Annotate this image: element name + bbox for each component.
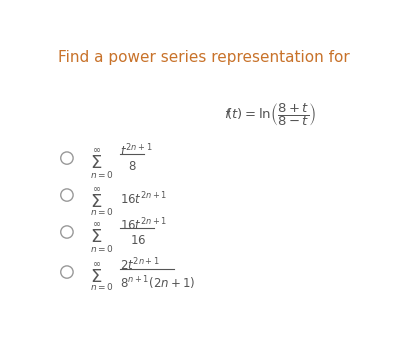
Text: $16t^{2n+1}$: $16t^{2n+1}$	[120, 191, 167, 208]
Text: $\infty$: $\infty$	[92, 258, 101, 268]
Text: $\infty$: $\infty$	[92, 183, 101, 193]
Text: $\Sigma$: $\Sigma$	[90, 154, 103, 172]
Text: $n = 0$: $n = 0$	[90, 243, 114, 254]
Text: $16$: $16$	[130, 234, 147, 247]
Text: $n = 0$: $n = 0$	[90, 280, 114, 291]
Text: $16t^{2n+1}$: $16t^{2n+1}$	[120, 216, 167, 233]
Text: $\infty$: $\infty$	[92, 218, 101, 228]
Text: $t^{2n+1}$: $t^{2n+1}$	[120, 143, 152, 159]
Text: $f\!\left(t\right) = \ln\!\left(\dfrac{8+t}{8-t}\right)$: $f\!\left(t\right) = \ln\!\left(\dfrac{8…	[224, 101, 317, 128]
Text: $2t^{2n+1}$: $2t^{2n+1}$	[120, 256, 160, 273]
Text: Find a power series representation for: Find a power series representation for	[57, 50, 350, 65]
Text: $n = 0$: $n = 0$	[90, 169, 114, 180]
Text: $\Sigma$: $\Sigma$	[90, 268, 103, 286]
Text: $\Sigma$: $\Sigma$	[90, 228, 103, 246]
Text: $\infty$: $\infty$	[92, 144, 101, 154]
Text: $n = 0$: $n = 0$	[90, 206, 114, 217]
Text: $8$: $8$	[128, 160, 137, 173]
Text: $8^{n+1}(2n+1)$: $8^{n+1}(2n+1)$	[120, 274, 195, 292]
Text: $\Sigma$: $\Sigma$	[90, 193, 103, 211]
